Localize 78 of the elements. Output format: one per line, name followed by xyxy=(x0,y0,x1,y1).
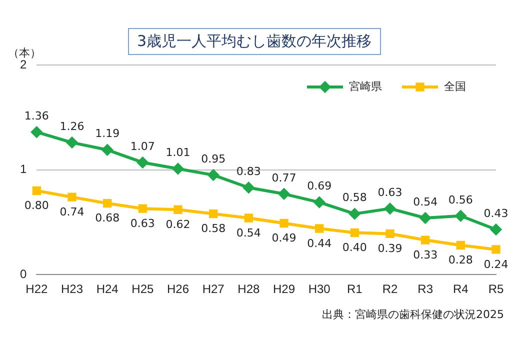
point xyxy=(384,203,396,214)
data-label: 0.33 xyxy=(413,248,438,262)
data-label: 0.74 xyxy=(60,205,84,218)
x-tick-label: H22 xyxy=(26,282,48,296)
point xyxy=(456,240,465,250)
point xyxy=(349,208,360,220)
point xyxy=(68,192,76,202)
data-label: 0.68 xyxy=(95,212,120,225)
point xyxy=(103,199,112,208)
data-label: 0.69 xyxy=(307,180,332,193)
point xyxy=(137,156,148,168)
point xyxy=(244,214,253,222)
point xyxy=(102,144,113,156)
data-label: 0.28 xyxy=(448,254,473,267)
data-label: 0.83 xyxy=(236,164,261,178)
data-label: 0.54 xyxy=(413,195,438,208)
data-label: 0.40 xyxy=(342,241,367,254)
x-tick-label: H23 xyxy=(61,282,84,296)
data-label: 1.19 xyxy=(95,127,120,140)
x-tick-label: H29 xyxy=(272,282,296,296)
data-label: 0.58 xyxy=(201,222,226,236)
x-tick-label: R1 xyxy=(346,282,363,296)
data-label: 0.62 xyxy=(166,218,190,231)
source-note: 出典：宮崎県の歯科保健の状況2025 xyxy=(322,307,504,322)
point xyxy=(278,188,290,200)
x-tick-label: R4 xyxy=(452,282,469,296)
point xyxy=(350,228,359,238)
point xyxy=(421,236,430,244)
point xyxy=(174,205,182,214)
data-label: 1.01 xyxy=(166,146,190,160)
y-axis-title: （本） xyxy=(8,46,42,60)
legend-label: 全国 xyxy=(444,80,466,93)
y-tick-label: 2 xyxy=(20,57,27,72)
point xyxy=(455,210,466,222)
y-tick-label: 1 xyxy=(20,162,27,176)
x-tick-label: H25 xyxy=(132,282,154,296)
point xyxy=(243,182,254,194)
x-tick-label: H30 xyxy=(308,282,331,296)
point xyxy=(208,170,219,181)
point xyxy=(490,224,502,236)
point xyxy=(172,163,184,174)
data-label: 0.80 xyxy=(24,199,49,212)
point xyxy=(314,196,325,208)
point xyxy=(32,186,42,196)
point xyxy=(138,204,147,213)
data-label: 0.58 xyxy=(342,191,367,204)
data-label: 0.63 xyxy=(378,186,402,199)
data-label: 0.63 xyxy=(130,216,155,230)
data-label: 0.95 xyxy=(201,152,226,166)
point xyxy=(492,245,500,254)
point xyxy=(420,212,431,224)
legend-label: 宮崎県 xyxy=(349,80,382,93)
point xyxy=(315,224,324,233)
data-label: 0.43 xyxy=(484,206,508,220)
data-label: 0.39 xyxy=(378,242,402,256)
data-label: 0.24 xyxy=(484,258,508,271)
point xyxy=(66,137,78,148)
x-tick-label: H27 xyxy=(202,282,225,296)
data-label: 1.36 xyxy=(24,109,49,122)
x-tick-label: R3 xyxy=(418,282,434,296)
x-tick-label: R5 xyxy=(488,282,504,296)
data-label: 0.44 xyxy=(307,236,332,250)
data-label: 0.54 xyxy=(236,226,261,240)
data-label: 1.07 xyxy=(130,140,155,153)
x-tick-label: H26 xyxy=(166,282,190,296)
x-tick-label: H24 xyxy=(96,282,119,296)
point xyxy=(31,126,42,138)
point xyxy=(280,218,288,228)
data-label: 1.26 xyxy=(60,120,84,133)
data-label: 0.56 xyxy=(448,193,473,206)
data-label: 0.49 xyxy=(272,232,296,245)
point xyxy=(386,229,394,238)
data-label: 0.77 xyxy=(272,171,296,184)
x-tick-label: H28 xyxy=(238,282,260,296)
x-tick-label: R2 xyxy=(382,282,398,296)
y-tick-label: 0 xyxy=(20,266,27,281)
chart-title: 3歳児一人平均むし歯数の年次推移 xyxy=(128,28,381,55)
point xyxy=(209,209,218,218)
